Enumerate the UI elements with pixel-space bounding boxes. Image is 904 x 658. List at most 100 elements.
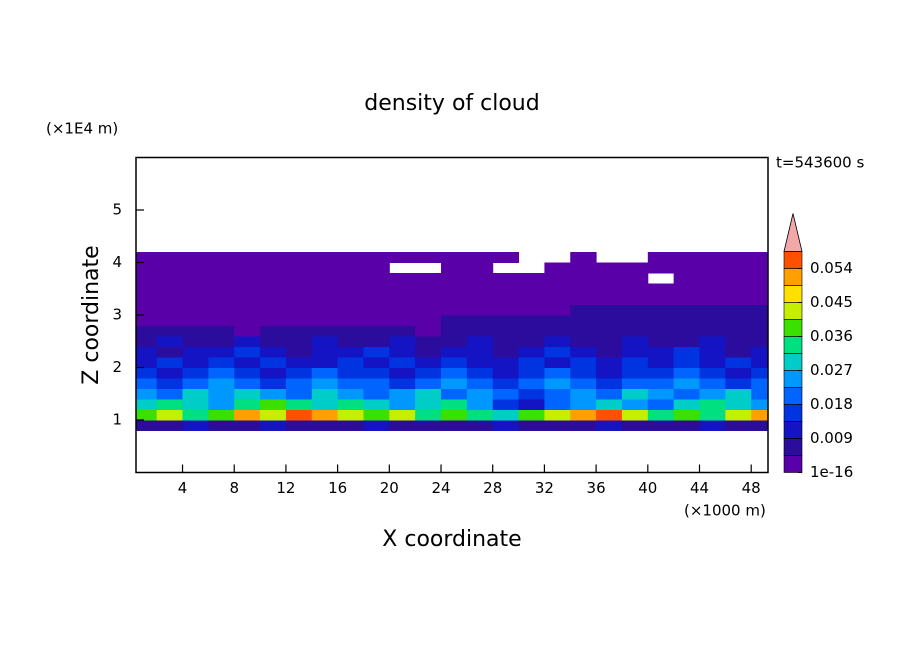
contour-cell bbox=[621, 336, 649, 347]
contour-cell bbox=[466, 262, 494, 274]
contour-cell bbox=[725, 399, 752, 410]
contour-cell bbox=[182, 273, 209, 284]
contour-cell bbox=[285, 315, 313, 326]
contour-cell bbox=[363, 304, 390, 316]
contour-cell bbox=[311, 388, 339, 400]
contour-cell bbox=[415, 325, 442, 337]
contour-cell bbox=[285, 388, 313, 400]
contour-cell bbox=[699, 399, 726, 410]
contour-cell bbox=[234, 346, 261, 358]
contour-cell bbox=[466, 273, 494, 284]
contour-cell bbox=[208, 388, 235, 400]
contour-cell bbox=[544, 388, 571, 400]
contour-cell bbox=[389, 346, 416, 358]
contour-cell bbox=[208, 346, 235, 358]
contour-cell bbox=[389, 315, 416, 326]
contour-cell bbox=[492, 420, 520, 431]
contour-cell bbox=[570, 420, 597, 431]
contour-cell bbox=[621, 315, 649, 326]
contour-cell bbox=[136, 325, 158, 337]
contour-cell bbox=[596, 315, 623, 326]
contour-cell bbox=[570, 315, 597, 326]
contour-cell bbox=[260, 325, 287, 337]
contour-cell bbox=[544, 304, 571, 316]
contour-cell bbox=[466, 294, 494, 305]
contour-cell bbox=[751, 367, 769, 379]
contour-cell bbox=[415, 378, 442, 389]
contour-cell bbox=[285, 304, 313, 316]
contour-cell bbox=[337, 304, 364, 316]
contour-cell bbox=[363, 388, 390, 400]
contour-cell bbox=[208, 336, 235, 347]
contour-cell bbox=[647, 294, 675, 305]
contour-cell bbox=[415, 399, 442, 410]
contour-cell bbox=[492, 367, 520, 379]
contour-cell bbox=[699, 367, 726, 379]
contour-cell bbox=[673, 420, 701, 431]
contour-cell bbox=[415, 252, 442, 263]
contour-cell bbox=[156, 399, 184, 410]
contour-cell bbox=[441, 367, 468, 379]
contour-cell bbox=[208, 294, 235, 305]
contour-cell bbox=[544, 346, 571, 358]
contour-cell bbox=[596, 304, 623, 316]
contour-cell bbox=[725, 378, 752, 389]
contour-cell bbox=[311, 283, 339, 295]
contour-cell bbox=[466, 409, 494, 421]
contour-cell bbox=[492, 336, 520, 347]
contour-cell bbox=[725, 273, 752, 284]
contour-cell bbox=[647, 420, 675, 431]
contour-cell bbox=[621, 367, 649, 379]
contour-cell bbox=[208, 315, 235, 326]
contour-cell bbox=[647, 283, 675, 295]
contour-cell bbox=[725, 325, 752, 337]
contour-cell bbox=[596, 409, 623, 421]
contour-cell bbox=[570, 357, 597, 368]
contour-cell bbox=[647, 367, 675, 379]
contour-cell bbox=[441, 378, 468, 389]
contour-cell bbox=[337, 367, 364, 379]
contour-cell bbox=[136, 283, 158, 295]
contour-field bbox=[136, 252, 769, 431]
x-axis-label: X coordinate bbox=[382, 527, 521, 552]
contour-cell bbox=[518, 294, 545, 305]
contour-cell bbox=[492, 252, 520, 263]
contour-cell bbox=[751, 283, 769, 295]
contour-cell bbox=[492, 294, 520, 305]
contour-cell bbox=[725, 357, 752, 368]
contour-cell bbox=[570, 388, 597, 400]
contour-cell bbox=[621, 399, 649, 410]
contour-cell bbox=[208, 420, 235, 431]
contour-cell bbox=[260, 283, 287, 295]
contour-cell bbox=[363, 367, 390, 379]
contour-cell bbox=[673, 388, 701, 400]
colorbar-tick-label: 0.027 bbox=[810, 361, 853, 379]
contour-cell bbox=[208, 262, 235, 274]
contour-cell bbox=[389, 357, 416, 368]
contour-cell bbox=[311, 262, 339, 274]
contour-cell bbox=[751, 378, 769, 389]
contour-cell bbox=[182, 315, 209, 326]
contour-cell bbox=[156, 357, 184, 368]
contour-cell bbox=[337, 283, 364, 295]
colorbar-box bbox=[783, 455, 803, 473]
contour-cell bbox=[441, 420, 468, 431]
y-tick-label: 4 bbox=[112, 253, 122, 271]
contour-cell bbox=[544, 420, 571, 431]
y-tick-label: 2 bbox=[112, 358, 122, 376]
contour-cell bbox=[699, 346, 726, 358]
x-tick-label: 40 bbox=[638, 479, 657, 497]
contour-cell bbox=[621, 420, 649, 431]
contour-cell bbox=[285, 409, 313, 421]
contour-cell bbox=[337, 325, 364, 337]
contour-cell bbox=[751, 336, 769, 347]
contour-cell bbox=[466, 336, 494, 347]
contour-cell bbox=[415, 273, 442, 284]
colorbar-box bbox=[783, 370, 803, 388]
contour-cell bbox=[389, 325, 416, 337]
contour-cell bbox=[389, 252, 416, 263]
contour-cell bbox=[725, 420, 752, 431]
contour-cell bbox=[208, 399, 235, 410]
contour-cell bbox=[570, 346, 597, 358]
contour-cell bbox=[492, 388, 520, 400]
